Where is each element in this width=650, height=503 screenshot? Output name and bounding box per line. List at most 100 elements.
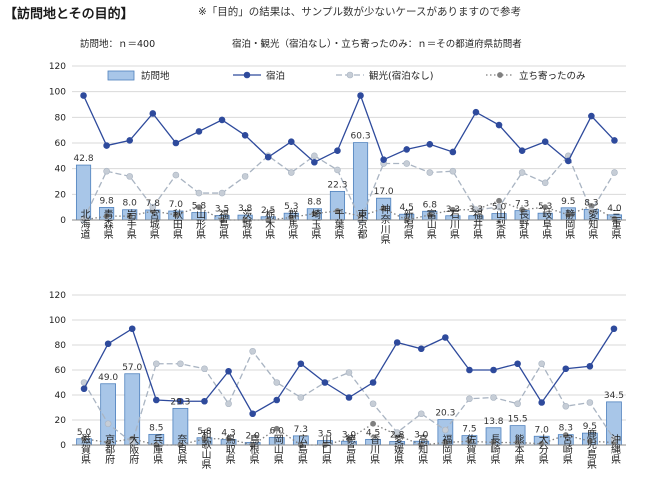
line-point bbox=[426, 169, 434, 176]
line-point bbox=[472, 108, 480, 116]
line-point bbox=[287, 138, 295, 146]
line-point bbox=[449, 167, 457, 175]
y-tick-label: 40 bbox=[55, 165, 67, 175]
category-label: 福井県 bbox=[470, 208, 482, 240]
data-label: 9.8 bbox=[99, 196, 114, 206]
line-point bbox=[196, 204, 202, 211]
data-label: 5.0 bbox=[492, 203, 507, 213]
line-point bbox=[514, 360, 521, 368]
data-label: 22.3 bbox=[327, 180, 347, 190]
y-tick-label: 0 bbox=[60, 441, 66, 451]
category-label: 青森県 bbox=[101, 208, 113, 240]
line-point bbox=[149, 203, 157, 211]
data-label: 20.3 bbox=[435, 409, 455, 419]
line-point bbox=[172, 171, 180, 179]
line-point bbox=[610, 435, 618, 443]
line-point bbox=[249, 410, 256, 418]
series-line bbox=[83, 423, 614, 446]
data-label: 29.3 bbox=[170, 397, 190, 407]
line-point bbox=[334, 208, 341, 214]
y-tick-label: 120 bbox=[49, 291, 66, 301]
data-label: 57.0 bbox=[122, 363, 142, 373]
y-tick-label: 20 bbox=[55, 190, 67, 200]
line-point bbox=[514, 400, 521, 408]
line-point bbox=[311, 158, 318, 166]
line-point bbox=[195, 128, 203, 135]
line-point bbox=[334, 147, 341, 154]
category-label: 静岡県 bbox=[563, 208, 575, 240]
y-tick-label: 40 bbox=[55, 391, 67, 401]
data-label: 8.0 bbox=[123, 199, 138, 209]
line-point bbox=[518, 169, 526, 176]
category-label: 山梨県 bbox=[494, 209, 506, 240]
line-point bbox=[369, 379, 377, 386]
line-point bbox=[541, 179, 549, 187]
line-point bbox=[81, 435, 87, 442]
category-label: 千葉県 bbox=[332, 209, 344, 240]
legend-marker bbox=[243, 71, 251, 79]
line-point bbox=[345, 394, 353, 401]
line-point bbox=[241, 132, 249, 139]
line-point bbox=[403, 146, 411, 153]
category-label: 埼玉県 bbox=[309, 208, 321, 240]
category-label: 兵庫県 bbox=[151, 433, 163, 465]
line-point bbox=[403, 160, 411, 167]
line-point bbox=[201, 365, 208, 373]
line-point bbox=[519, 206, 526, 213]
line-point bbox=[225, 435, 232, 442]
data-label: 3.3 bbox=[446, 205, 460, 215]
line-point bbox=[195, 189, 203, 197]
data-label: 3.5 bbox=[318, 430, 332, 440]
category-label: 福岡県 bbox=[440, 433, 452, 465]
data-label: 3.0 bbox=[342, 430, 357, 440]
line-point bbox=[417, 410, 425, 418]
data-label: 6.8 bbox=[423, 200, 438, 210]
reference-note: ※「目的」の結果は、サンプル数が少ないケースがありますので参考 bbox=[198, 6, 521, 18]
line-point bbox=[126, 213, 133, 220]
y-tick-label: 80 bbox=[55, 341, 67, 351]
line-point bbox=[201, 397, 208, 405]
line-point bbox=[442, 426, 449, 434]
line-point bbox=[177, 360, 184, 368]
line-point bbox=[541, 138, 549, 146]
line-point bbox=[80, 385, 88, 393]
data-label: 7.0 bbox=[169, 200, 184, 210]
line-point bbox=[542, 204, 549, 211]
line-point bbox=[273, 379, 281, 386]
chart-header-visit-n: 訪問地：ｎ＝400 bbox=[80, 38, 155, 50]
data-label: 4.5 bbox=[366, 428, 380, 438]
category-label: 新潟県 bbox=[401, 208, 413, 240]
line-point bbox=[172, 211, 179, 218]
data-label: 8.3 bbox=[584, 198, 598, 208]
line-point bbox=[564, 157, 572, 165]
category-label: 愛知県 bbox=[586, 208, 598, 240]
line-point bbox=[426, 140, 434, 148]
legend-swatch bbox=[107, 70, 135, 81]
category-label: 富山県 bbox=[424, 208, 436, 240]
line-point bbox=[264, 153, 272, 161]
category-label: 北海道 bbox=[78, 209, 90, 239]
line-point bbox=[103, 213, 110, 220]
category-label: 山形県 bbox=[193, 209, 205, 240]
line-point bbox=[466, 395, 473, 403]
category-label: 三重県 bbox=[609, 209, 621, 240]
legend-label: 観光(宿泊なし) bbox=[369, 70, 433, 82]
line-point bbox=[334, 166, 341, 174]
line-point bbox=[345, 369, 353, 376]
category-label: 大分県 bbox=[536, 433, 548, 465]
line-point bbox=[562, 402, 570, 410]
line-point bbox=[126, 173, 134, 180]
category-label: 福島県 bbox=[217, 208, 229, 240]
line-point bbox=[128, 325, 136, 333]
line-point bbox=[297, 394, 305, 401]
line-point bbox=[380, 205, 387, 212]
line-point bbox=[449, 206, 456, 213]
category-label: 鳥取県 bbox=[223, 433, 235, 465]
data-label: 8.8 bbox=[307, 198, 322, 208]
data-label: 5.3 bbox=[538, 202, 552, 212]
data-label: 13.8 bbox=[483, 417, 503, 427]
legend-item: 訪問地 bbox=[107, 70, 170, 82]
category-label: 東京都 bbox=[355, 208, 367, 240]
category-label: 岐阜県 bbox=[540, 208, 552, 240]
line-point bbox=[610, 325, 618, 333]
